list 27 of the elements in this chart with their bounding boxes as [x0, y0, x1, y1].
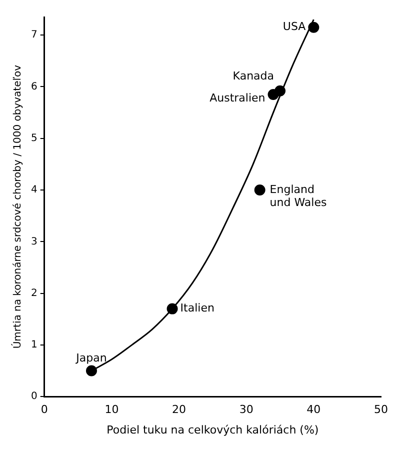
y-tick-label: 7	[30, 30, 38, 41]
y-tick-label: 5	[30, 132, 38, 144]
point	[166, 303, 178, 314]
annotation: England und Wales	[270, 182, 327, 209]
y-tick-label: 3	[30, 236, 38, 248]
annotation: Japan	[75, 352, 107, 365]
y-tick-label: 4	[30, 184, 38, 196]
y-tick-label: 2	[30, 288, 38, 299]
point	[308, 22, 320, 33]
y-tick-label: 1	[30, 340, 38, 351]
x-tick-label: 20	[172, 403, 186, 416]
point	[274, 85, 286, 96]
point	[254, 184, 266, 196]
x-tick-label: 30	[239, 403, 254, 416]
annotation: USA	[282, 20, 306, 34]
x-tick-label: 50	[374, 403, 388, 416]
annotation: Kanada	[232, 70, 274, 83]
x-axis-title: Podiel tuku na celkových kalóriách (%)	[106, 423, 319, 436]
x-tick-label: 0	[40, 403, 48, 416]
x-tick-label: 10	[104, 403, 119, 416]
annotation: Italien	[180, 302, 214, 315]
y-tick-label: 0	[30, 391, 38, 402]
y-axis-title: Úmrtia na koronárne srdcové choroby / 1000 obyvateľov	[10, 64, 24, 349]
point	[86, 365, 97, 376]
annotation: Australien	[210, 91, 266, 104]
y-tick-label: 6	[30, 81, 38, 92]
x-tick-label: 40	[306, 403, 321, 416]
